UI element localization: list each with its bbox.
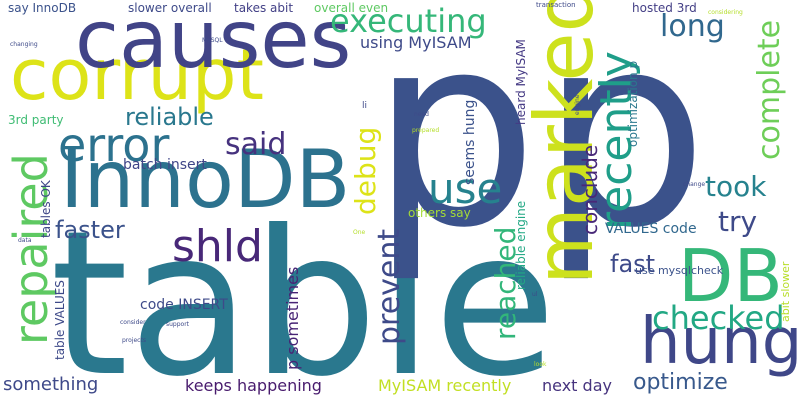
cloud-word-67: ul bbox=[532, 291, 538, 298]
cloud-word-24: faster bbox=[55, 216, 125, 244]
cloud-word-52: abit slower bbox=[779, 261, 792, 322]
cloud-word-28: optimize bbox=[633, 370, 728, 395]
cloud-word-16: prevent bbox=[372, 228, 407, 345]
cloud-word-54: transaction bbox=[536, 1, 576, 9]
cloud-word-5: InnoDB bbox=[60, 133, 351, 226]
cloud-word-57: changing bbox=[10, 41, 38, 48]
cloud-word-43: hosted 3rd bbox=[632, 1, 697, 15]
cloud-word-56: MySQL bbox=[202, 37, 223, 44]
cloud-word-11: error bbox=[58, 118, 170, 172]
cloud-word-32: next day bbox=[542, 376, 612, 395]
cloud-word-15: checked bbox=[652, 299, 785, 337]
cloud-word-34: batch insert bbox=[123, 157, 207, 173]
cloud-word-23: try bbox=[718, 205, 758, 238]
cloud-word-35: code INSERT bbox=[140, 297, 228, 313]
cloud-word-36: p sometimes bbox=[283, 266, 302, 370]
cloud-word-68: look bbox=[534, 361, 547, 368]
cloud-word-31: MyISAM recently bbox=[378, 376, 512, 395]
cloud-word-39: say InnoDB bbox=[8, 1, 77, 15]
cloud-word-49: others say bbox=[408, 206, 471, 220]
cloud-word-46: 3rd party bbox=[8, 113, 64, 127]
cloud-word-1: p bbox=[370, 0, 539, 286]
cloud-word-48: tables OK bbox=[39, 180, 53, 238]
cloud-word-44: heard MyISAM bbox=[514, 39, 528, 125]
cloud-word-7: DB bbox=[678, 234, 783, 318]
cloud-word-66: projects bbox=[122, 337, 146, 344]
cloud-word-20: long bbox=[660, 9, 725, 44]
cloud-word-4: causes bbox=[75, 0, 352, 86]
cloud-word-21: said bbox=[225, 127, 287, 162]
cloud-word-45: optimization p bbox=[626, 60, 640, 147]
cloud-word-37: VALUES code bbox=[605, 221, 697, 237]
cloud-word-47: table VALUES bbox=[53, 280, 67, 360]
cloud-word-50: reliable engine bbox=[514, 200, 528, 290]
cloud-word-33: using MyISAM bbox=[360, 33, 472, 52]
cloud-word-61: change bbox=[683, 181, 706, 188]
cloud-word-30: keeps happening bbox=[185, 376, 322, 395]
cloud-word-12: shld bbox=[172, 221, 263, 272]
cloud-word-0: table bbox=[50, 188, 557, 400]
cloud-word-14: executing bbox=[330, 2, 487, 40]
cloud-word-29: something bbox=[3, 374, 99, 395]
cloud-word-58: need bbox=[414, 111, 429, 118]
cloud-word-38: seems hung bbox=[462, 99, 478, 185]
cloud-word-26: reliable bbox=[125, 103, 214, 131]
cloud-word-64: consider bbox=[120, 319, 146, 326]
cloud-word-63: One bbox=[353, 229, 366, 236]
cloud-word-51: use mysqlcheck bbox=[635, 264, 724, 277]
cloud-word-40: slower overall bbox=[128, 1, 212, 15]
cloud-word-59: prepared bbox=[412, 127, 440, 134]
cloud-word-65: support bbox=[166, 321, 190, 328]
cloud-word-60: engine bbox=[574, 94, 581, 115]
cloud-word-22: took bbox=[705, 170, 767, 203]
cloud-word-27: conclude bbox=[578, 144, 602, 235]
cloud-word-41: takes abit bbox=[234, 1, 294, 15]
cloud-word-13: use bbox=[428, 164, 503, 213]
cloud-word-19: debug bbox=[349, 126, 382, 215]
cloud-word-2: p bbox=[540, 0, 709, 286]
cloud-word-53: li bbox=[362, 101, 368, 111]
cloud-word-55: considering bbox=[708, 9, 743, 16]
cloud-word-25: fast bbox=[610, 250, 656, 278]
cloud-word-3: corrupt bbox=[10, 34, 264, 116]
cloud-word-18: complete bbox=[752, 19, 787, 160]
cloud-word-8: hung bbox=[640, 305, 800, 379]
cloud-word-62: data bbox=[18, 237, 32, 244]
cloud-word-42: overall even bbox=[314, 1, 389, 15]
